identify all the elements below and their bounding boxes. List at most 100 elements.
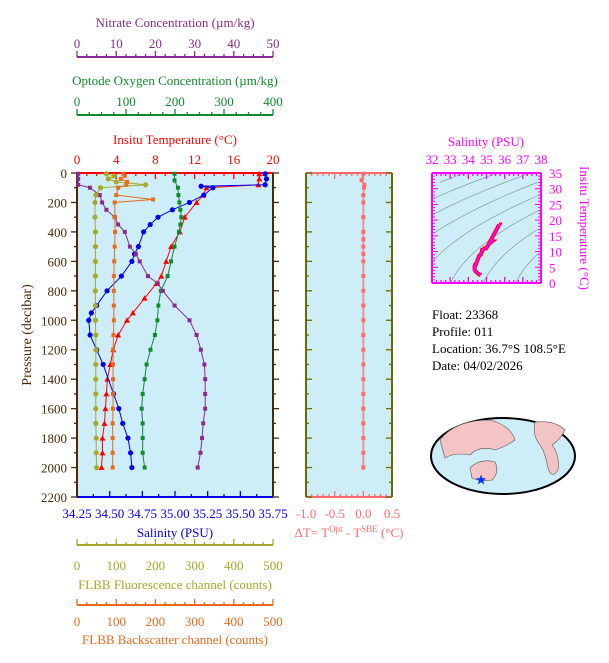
ts-top-tick-label: 38 [535, 152, 548, 167]
pressure-tick-label: 800 [48, 284, 68, 299]
fluorescence-point [92, 288, 99, 294]
delta-plot-area [306, 173, 392, 497]
delta-point [361, 193, 366, 198]
pressure-tick-label: 1400 [41, 372, 67, 387]
fluorescence-point [92, 302, 99, 309]
salinity-point [86, 317, 92, 323]
nitrate-point [201, 421, 206, 426]
oxygen-axis-title: Optode Oxygen Concentration (µm/kg) [72, 73, 278, 88]
delta-point [361, 244, 366, 249]
delta-point [361, 252, 366, 256]
backscatter-point [111, 377, 116, 382]
density-contour [434, 182, 538, 233]
backscatter-point [110, 465, 115, 470]
map-land-asia [439, 419, 516, 459]
oxygen-point [176, 193, 181, 198]
info-location: Location: 36.7°S 108.5°E [432, 341, 566, 356]
fluorescence-point [93, 347, 99, 353]
temperature-point [101, 420, 108, 426]
ts-temperature-tick-label: 5 [549, 260, 556, 275]
temperature-point [256, 170, 263, 177]
oxygen-point [172, 244, 177, 249]
fluorescence-point [105, 176, 111, 182]
backscatter-point [113, 215, 118, 220]
salinity-point [147, 221, 153, 228]
nitrate-point [202, 362, 207, 367]
oxygen-point [140, 436, 145, 441]
backscatter-point [111, 333, 116, 337]
backscatter-point [110, 436, 115, 441]
backscatter-point [112, 259, 117, 264]
nitrate-point [160, 288, 165, 293]
info-float: Float: 23368 [432, 307, 498, 322]
nitrate-tick-label: 0 [74, 36, 81, 51]
ts-top-tick-label: 36 [498, 152, 512, 167]
oxygen-tick-label: 0 [74, 94, 81, 109]
temperature-point [115, 332, 122, 338]
oxygen-point [139, 406, 144, 411]
nitrate-point [122, 229, 127, 234]
delta-point [361, 377, 366, 382]
oxygen-tick-label: 300 [214, 94, 234, 109]
salinity-point [129, 464, 135, 471]
nitrate-point [97, 193, 102, 198]
fluorescence-point [103, 171, 109, 177]
temperature-point [193, 199, 200, 205]
salinity-point [201, 192, 207, 198]
fluorescence-point [93, 406, 99, 412]
ts-temperature-tick-label: 15 [549, 229, 562, 244]
main-plot-area [77, 173, 273, 497]
fluorescence-point [113, 179, 119, 185]
fluorescence-tick-label: 0 [74, 558, 81, 573]
delta-point [361, 436, 366, 441]
ts-temperature-title: Insitu Temperature (°C) [577, 166, 592, 290]
backscatter-tick-label: 200 [146, 614, 166, 629]
salinity-point [104, 288, 110, 294]
salinity-point [169, 207, 175, 213]
salinity-point [100, 361, 106, 368]
fluorescence-point [92, 229, 99, 235]
salinity-point [120, 420, 126, 426]
oxygen-tick-label: 200 [165, 94, 185, 109]
backscatter-point [111, 362, 116, 367]
nitrate-line [77, 173, 206, 468]
pressure-tick-label: 400 [48, 225, 68, 240]
fluorescence-point [92, 317, 99, 323]
nitrate-point [87, 185, 92, 190]
fluorescence-point [92, 244, 99, 250]
backscatter-point [111, 288, 116, 293]
backscatter-tick-label: 100 [106, 614, 126, 629]
fluorescence-point [92, 199, 98, 206]
oxygen-point [169, 259, 174, 264]
nitrate-point [198, 450, 203, 455]
nitrate-tick-label: 10 [110, 36, 123, 51]
oxygen-point [172, 178, 177, 183]
oxygen-point [172, 171, 177, 176]
nitrate-point [137, 259, 142, 264]
temperature-tick-label: 0 [74, 152, 81, 167]
backscatter-point [151, 197, 156, 202]
fluorescence-point [97, 185, 104, 191]
nitrate-tick-label: 50 [267, 36, 280, 51]
delta-point [361, 450, 366, 455]
salinity-axis-title: Salinity (PSU) [137, 525, 213, 540]
ts-top-tick-label: 37 [516, 152, 530, 167]
pressure-tick-label: 600 [48, 254, 68, 269]
salinity-tick-label: 35.50 [226, 506, 255, 521]
temperature-point [123, 317, 130, 323]
density-contour [515, 251, 541, 284]
backscatter-tick-label: 300 [185, 614, 205, 629]
backscatter-point [113, 229, 118, 234]
fluorescence-tick-label: 200 [146, 558, 166, 573]
backscatter-tick-label: 500 [263, 614, 283, 629]
backscatter-point [125, 179, 130, 184]
fluorescence-point [93, 361, 99, 368]
salinity-point [118, 273, 125, 279]
temperature-point [141, 295, 148, 301]
fluorescence-point [143, 182, 149, 188]
delta-point [361, 274, 366, 279]
delta-point [361, 288, 366, 293]
temperature-point [102, 405, 109, 412]
backscatter-point [121, 171, 126, 176]
